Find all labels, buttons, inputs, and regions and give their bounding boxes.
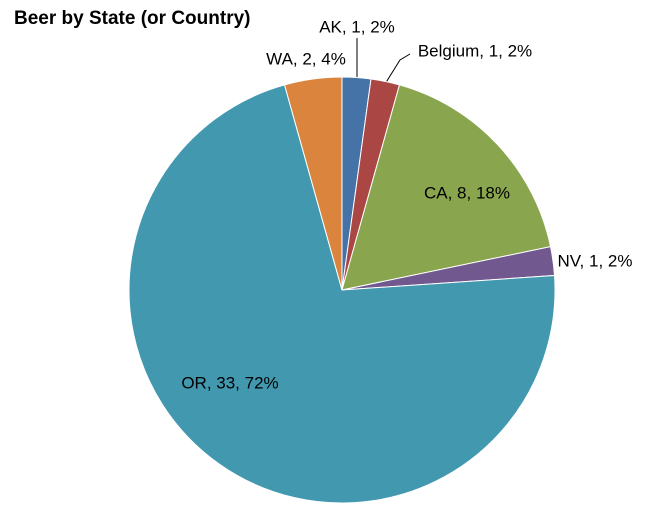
pie-slice xyxy=(283,76,343,291)
chart-title: Beer by State (or Country) xyxy=(14,8,250,29)
pie-slice xyxy=(341,84,552,291)
data-label: Belgium, 1, 2% xyxy=(418,41,532,60)
data-label: OR, 33, 72% xyxy=(181,373,278,392)
pie-slice xyxy=(128,84,556,504)
data-label: AK, 1, 2% xyxy=(319,17,395,36)
leader-line xyxy=(384,53,411,85)
data-label: WA, 2, 4% xyxy=(266,49,346,68)
data-label: NV, 1, 2% xyxy=(558,251,633,270)
data-label: CA, 8, 18% xyxy=(424,183,510,202)
